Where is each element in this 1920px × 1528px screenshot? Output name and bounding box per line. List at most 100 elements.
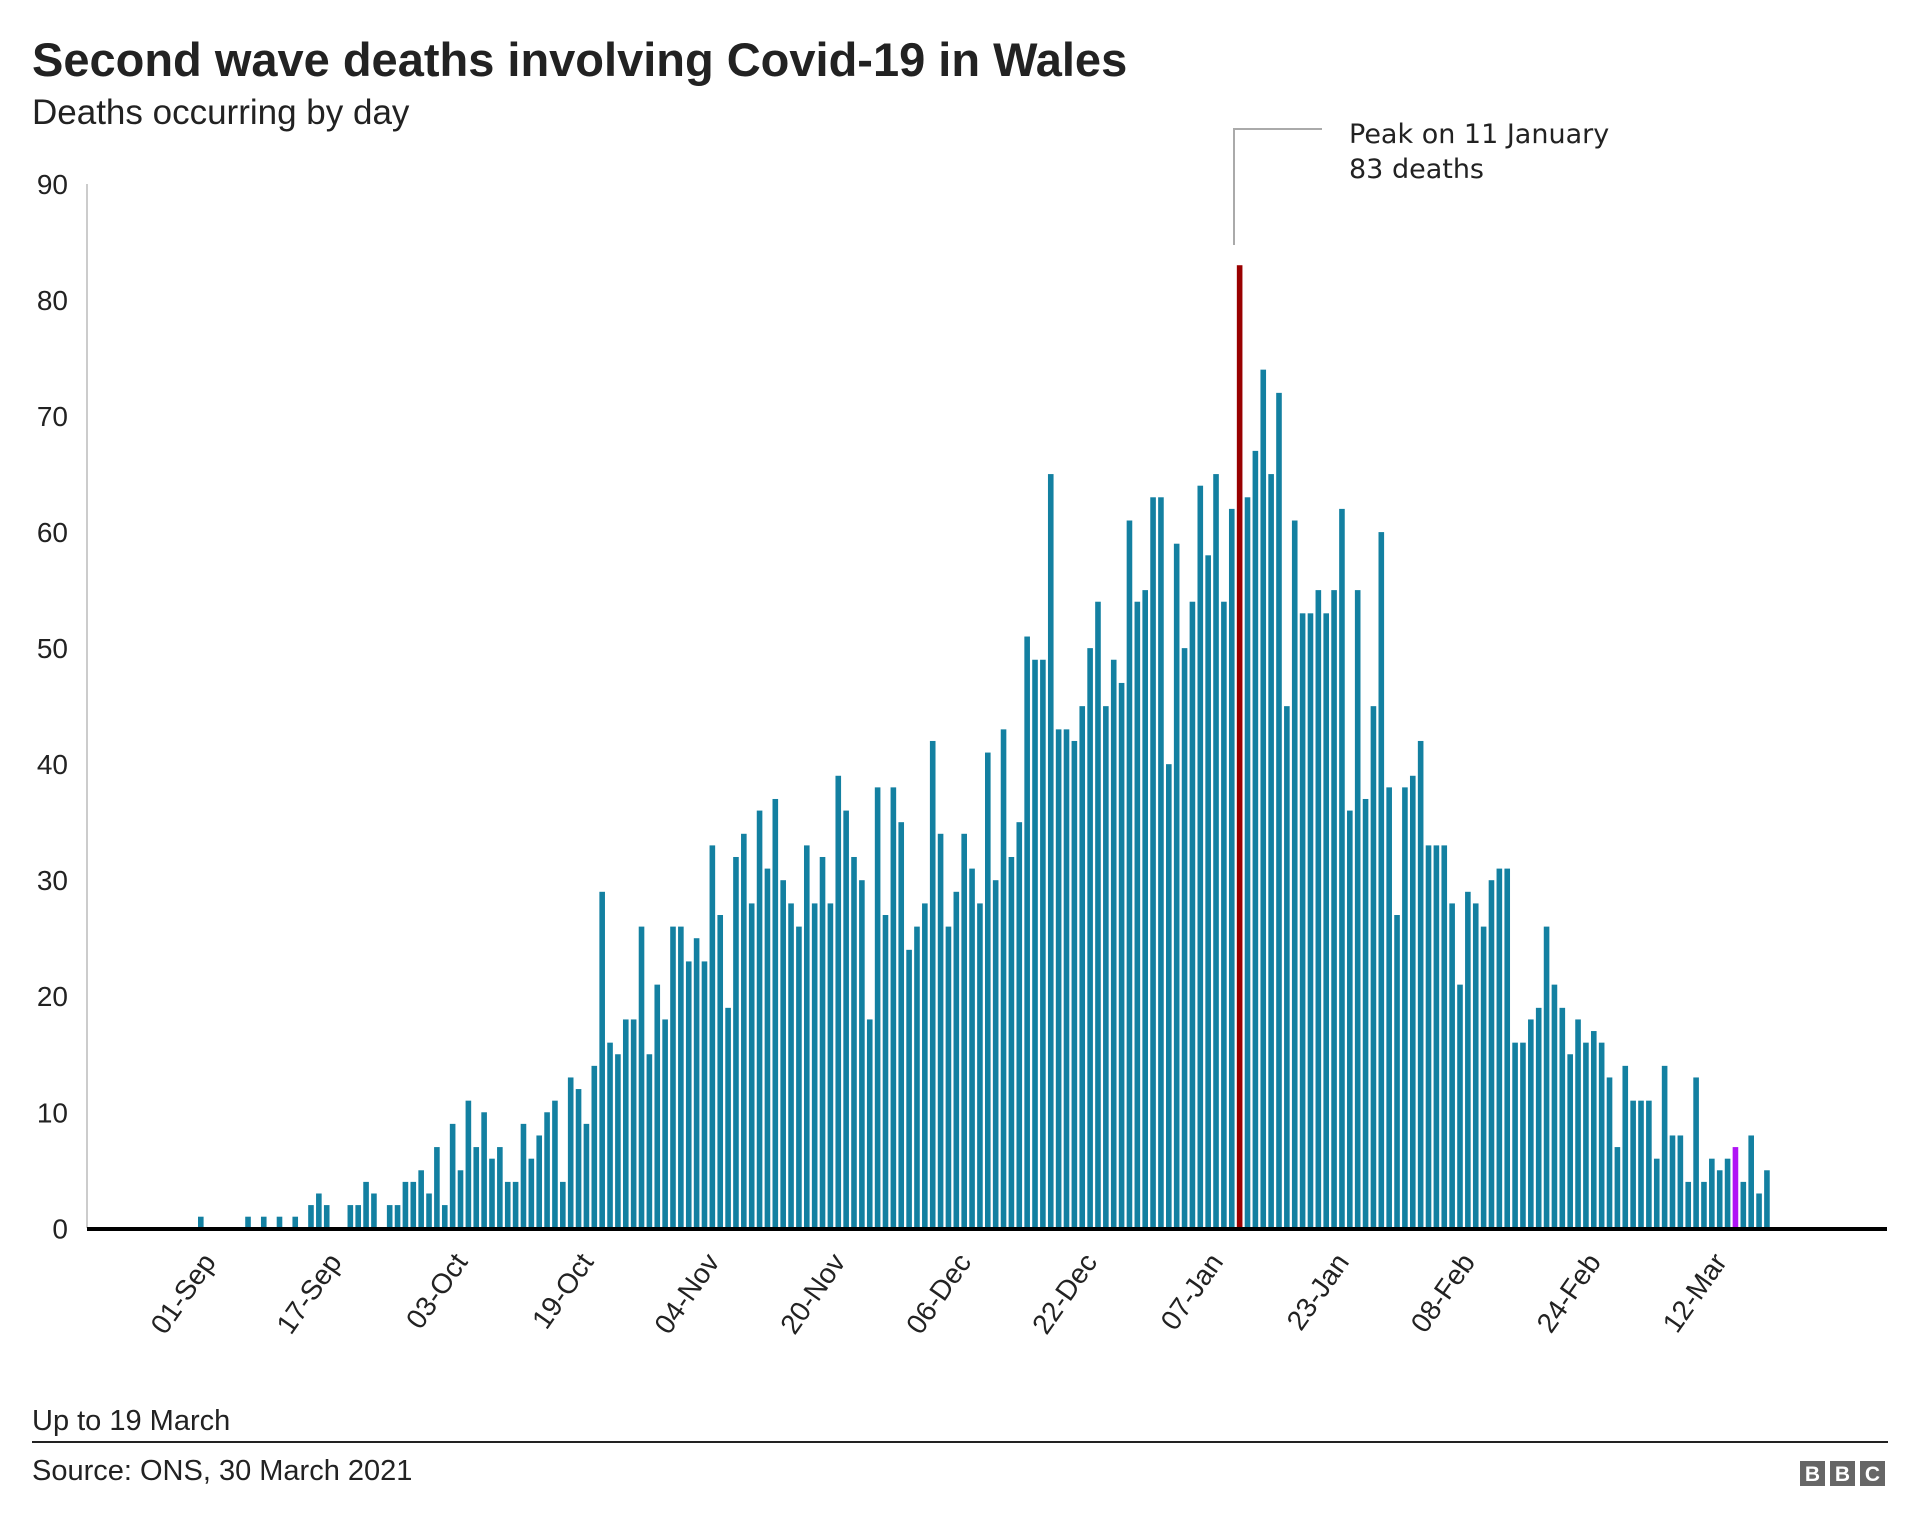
bar	[1425, 845, 1432, 1229]
bar	[859, 880, 865, 1229]
bar	[1299, 613, 1306, 1229]
bar	[654, 984, 661, 1229]
footnote: Up to 19 March	[32, 1405, 230, 1437]
bar	[685, 961, 692, 1229]
bar	[898, 822, 905, 1229]
y-tick-label: 70	[37, 401, 68, 432]
bar	[1079, 706, 1086, 1229]
bar	[497, 1147, 503, 1229]
bar	[1653, 1158, 1660, 1229]
bar	[512, 1181, 519, 1229]
bar	[772, 798, 779, 1229]
bar	[371, 1193, 377, 1229]
bar	[1347, 810, 1353, 1229]
bar	[323, 1205, 330, 1229]
bar	[402, 1181, 409, 1229]
bar	[882, 915, 889, 1229]
bar	[1583, 1042, 1589, 1229]
bar	[701, 961, 708, 1229]
bar	[418, 1170, 424, 1229]
y-tick-label: 50	[37, 633, 68, 664]
bar	[1197, 485, 1204, 1229]
bar	[1756, 1193, 1762, 1229]
bar	[481, 1112, 487, 1229]
bar	[1189, 601, 1196, 1229]
bar	[1055, 729, 1062, 1229]
bar	[449, 1123, 456, 1229]
x-tick-label: 12-Mar	[1656, 1248, 1732, 1338]
bbc-logo-box	[1830, 1461, 1855, 1486]
bar	[780, 880, 786, 1229]
bar	[969, 868, 975, 1229]
bar	[504, 1181, 511, 1229]
chart-subtitle: Deaths occurring by day	[32, 93, 410, 132]
x-tick-label: 20-Nov	[774, 1248, 851, 1340]
bar	[1559, 1007, 1566, 1229]
bar	[1441, 845, 1448, 1229]
bar	[615, 1054, 621, 1229]
bar	[945, 926, 952, 1229]
bar	[1000, 729, 1007, 1229]
bar	[1496, 868, 1503, 1229]
bar	[1575, 1019, 1581, 1229]
bar	[1748, 1135, 1754, 1229]
bar	[1205, 555, 1211, 1229]
bar	[1457, 984, 1463, 1229]
x-tick-label: 03-Oct	[400, 1247, 474, 1334]
bar	[1362, 798, 1369, 1229]
bar	[410, 1181, 417, 1229]
bar	[922, 903, 928, 1229]
bbc-logo: B B C	[1800, 1461, 1885, 1486]
y-tick-label: 40	[37, 749, 68, 780]
x-tick-label: 07-Jan	[1155, 1248, 1230, 1336]
bar	[1260, 369, 1267, 1229]
bar	[552, 1100, 558, 1229]
bar	[1402, 787, 1408, 1229]
bar	[1063, 729, 1070, 1229]
annotation-line-1: Peak on 11 January	[1349, 119, 1609, 150]
bar	[725, 1007, 731, 1229]
bar	[1465, 891, 1471, 1229]
bar	[1323, 613, 1330, 1229]
bar	[599, 891, 605, 1229]
bar	[788, 903, 794, 1229]
source-text: Source: ONS, 30 March 2021	[32, 1455, 412, 1487]
bbc-logo-box	[1800, 1461, 1825, 1486]
bar	[575, 1089, 582, 1229]
bar	[953, 891, 960, 1229]
bar	[1008, 856, 1015, 1229]
bar	[426, 1193, 432, 1229]
bar	[1118, 682, 1125, 1229]
bar	[1622, 1065, 1629, 1229]
bar	[316, 1193, 322, 1229]
bar	[473, 1147, 480, 1229]
bar	[874, 787, 881, 1229]
bar	[1173, 543, 1180, 1229]
bar	[1693, 1077, 1699, 1229]
bar	[717, 915, 724, 1229]
x-tick-label: 17-Sep	[270, 1248, 347, 1340]
bar	[1512, 1042, 1518, 1229]
bar	[591, 1065, 598, 1229]
bar	[1535, 1007, 1542, 1229]
bar	[1378, 532, 1385, 1229]
bar	[292, 1216, 299, 1229]
bar	[1032, 659, 1038, 1229]
bar	[764, 868, 771, 1229]
bar	[1528, 1019, 1534, 1229]
bar	[1551, 984, 1558, 1229]
bar	[1646, 1100, 1652, 1229]
bar	[1110, 659, 1117, 1229]
bar	[819, 856, 826, 1229]
bar	[630, 1019, 637, 1229]
bar	[1040, 659, 1046, 1229]
bar	[1606, 1077, 1613, 1229]
bar	[646, 1054, 653, 1229]
bar	[528, 1158, 535, 1229]
bar	[985, 752, 991, 1229]
bar	[1764, 1170, 1770, 1229]
bar	[929, 740, 936, 1229]
bar	[1095, 601, 1101, 1229]
y-tick-label: 0	[52, 1213, 68, 1244]
bbc-logo-box	[1860, 1461, 1885, 1486]
